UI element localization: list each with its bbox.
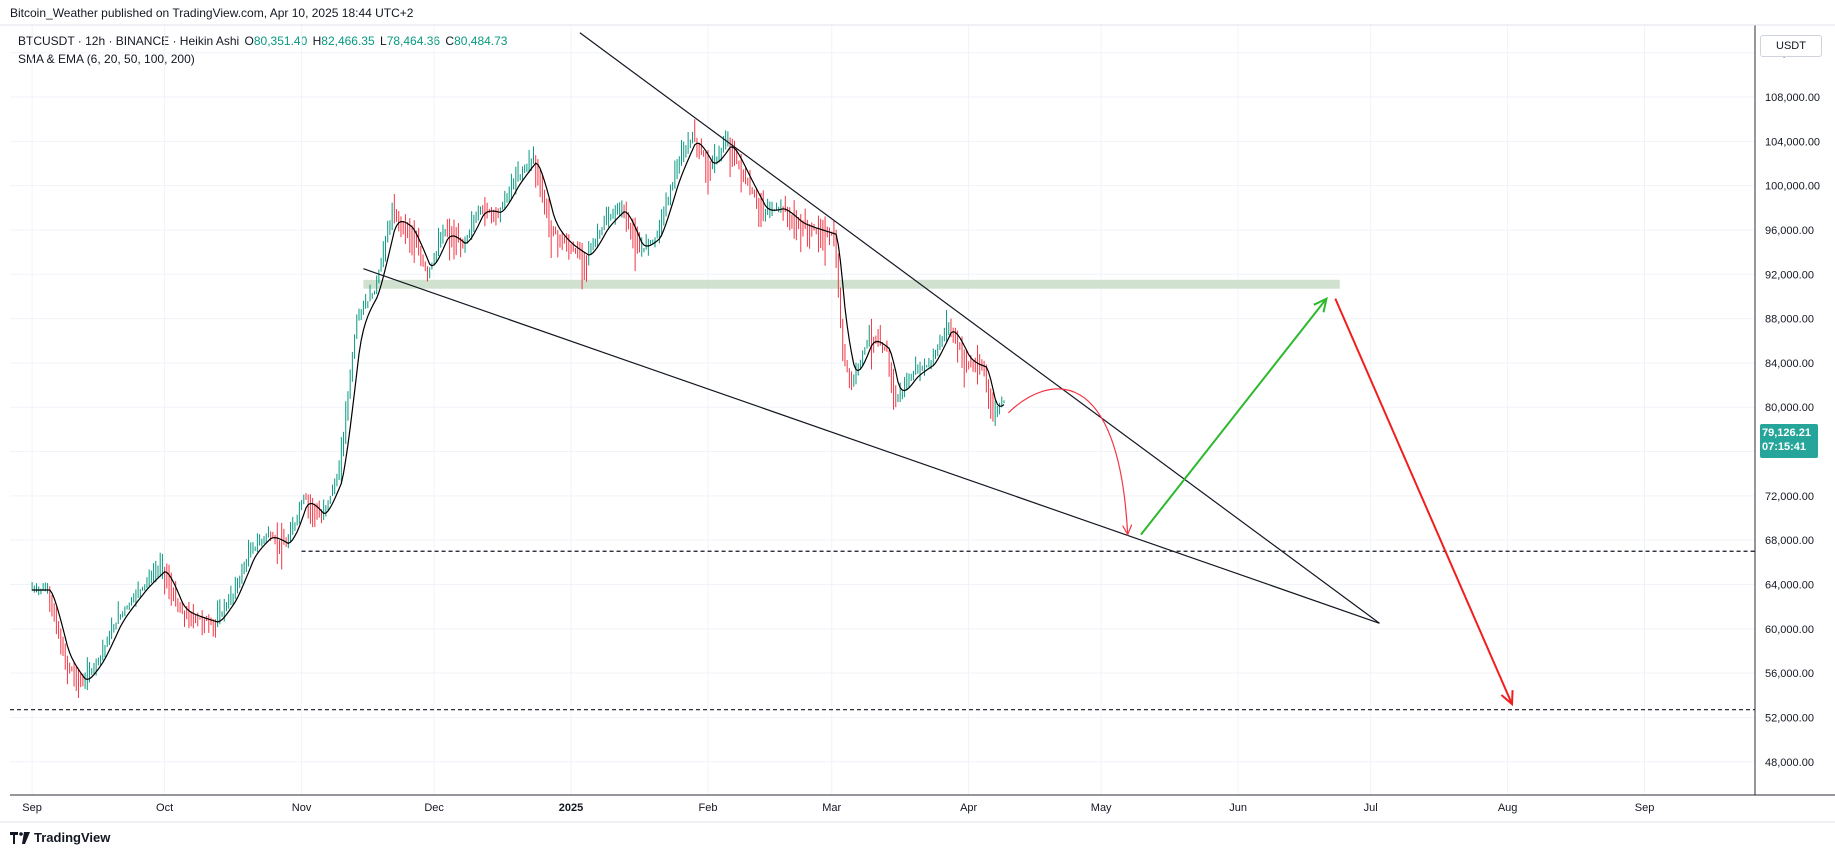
time-tick-label: Jul: [1364, 802, 1378, 814]
price-tick-label: 104,000.00: [1765, 136, 1820, 148]
time-tick-label: Sep: [22, 802, 42, 814]
price-tick-label: 84,000.00: [1765, 358, 1814, 370]
publisher-header: Bitcoin_Weather published on TradingView…: [10, 6, 414, 20]
tradingview-icon: [10, 831, 30, 844]
time-tick-label: Mar: [822, 802, 841, 814]
price-tick-label: 56,000.00: [1765, 668, 1814, 680]
candles: [31, 119, 1005, 698]
price-tick-label: 80,000.00: [1765, 402, 1814, 414]
open-value: 80,351.40: [253, 34, 308, 48]
moving-average-line: [32, 142, 1005, 681]
time-tick-label: Jun: [1229, 802, 1247, 814]
price-tick-label: 60,000.00: [1765, 624, 1814, 636]
brand-name: TradingView: [34, 830, 111, 845]
horizontal-levels: [10, 550, 1755, 711]
symbol-legend: BTCUSDT · 12h · BINANCE · Heikin Ashi O8…: [18, 34, 507, 48]
wedge-trendline: [363, 268, 1380, 624]
bullish-arrow: [1140, 298, 1328, 536]
currency-button[interactable]: USDT: [1760, 35, 1822, 57]
price-tick-label: 96,000.00: [1765, 225, 1814, 237]
time-axis: Sep Oct Nov Dec 2025 Feb Mar Apr May Jun Jul Aug Sep: [22, 802, 1654, 814]
last-price-value: 79,126.21: [1762, 427, 1811, 439]
last-price-tag: 79,126.21 07:15:41: [1760, 424, 1818, 458]
trendlines: [363, 32, 1380, 624]
high-label: H: [312, 34, 322, 48]
bullish-arrow-head: [1313, 296, 1328, 313]
indicator-legend[interactable]: SMA & EMA (6, 20, 50, 100, 200): [18, 52, 195, 66]
close-label: C: [445, 34, 455, 48]
low-label: L: [380, 34, 387, 48]
time-tick-label: Nov: [292, 802, 312, 814]
price-tick-label: 92,000.00: [1765, 269, 1814, 281]
dip-projection-curve: [1007, 388, 1129, 535]
low-value: 78,464.36: [386, 34, 441, 48]
price-tick-label: 48,000.00: [1765, 757, 1814, 769]
price-tick-label: 72,000.00: [1765, 491, 1814, 503]
bar-countdown: 07:15:41: [1762, 441, 1807, 453]
time-tick-label: Aug: [1498, 802, 1518, 814]
price-tick-label: 108,000.00: [1765, 92, 1820, 104]
time-tick-label: Dec: [424, 802, 444, 814]
price-tick-label: 64,000.00: [1765, 579, 1814, 591]
time-tick-label: Feb: [699, 802, 718, 814]
wedge-trendline: [579, 32, 1380, 624]
price-axis: 112,000.00108,000.00104,000.00100,000.00…: [1765, 48, 1820, 769]
close-value: 80,484.73: [454, 34, 508, 48]
time-tick-label: Oct: [156, 802, 173, 814]
bearish-arrow-head: [1500, 690, 1514, 707]
dip-arrowhead: [1122, 524, 1133, 537]
projection-arrows: [1007, 296, 1514, 707]
symbol-name[interactable]: BTCUSDT · 12h · BINANCE · Heikin Ashi: [18, 34, 240, 48]
grid: [10, 25, 1755, 795]
price-tick-label: 88,000.00: [1765, 314, 1814, 326]
time-tick-label: 2025: [559, 802, 583, 814]
price-tick-label: 52,000.00: [1765, 712, 1814, 724]
high-value: 82,466.35: [321, 34, 375, 48]
time-tick-label: Apr: [960, 802, 977, 814]
price-tick-label: 100,000.00: [1765, 181, 1820, 193]
price-tick-label: 68,000.00: [1765, 535, 1814, 547]
resistance-zone: [363, 279, 1340, 289]
time-tick-label: Sep: [1635, 802, 1655, 814]
bearish-arrow: [1334, 298, 1513, 705]
time-tick-label: May: [1091, 802, 1112, 814]
tradingview-logo[interactable]: TradingView: [10, 830, 110, 845]
open-label: O: [244, 34, 254, 48]
